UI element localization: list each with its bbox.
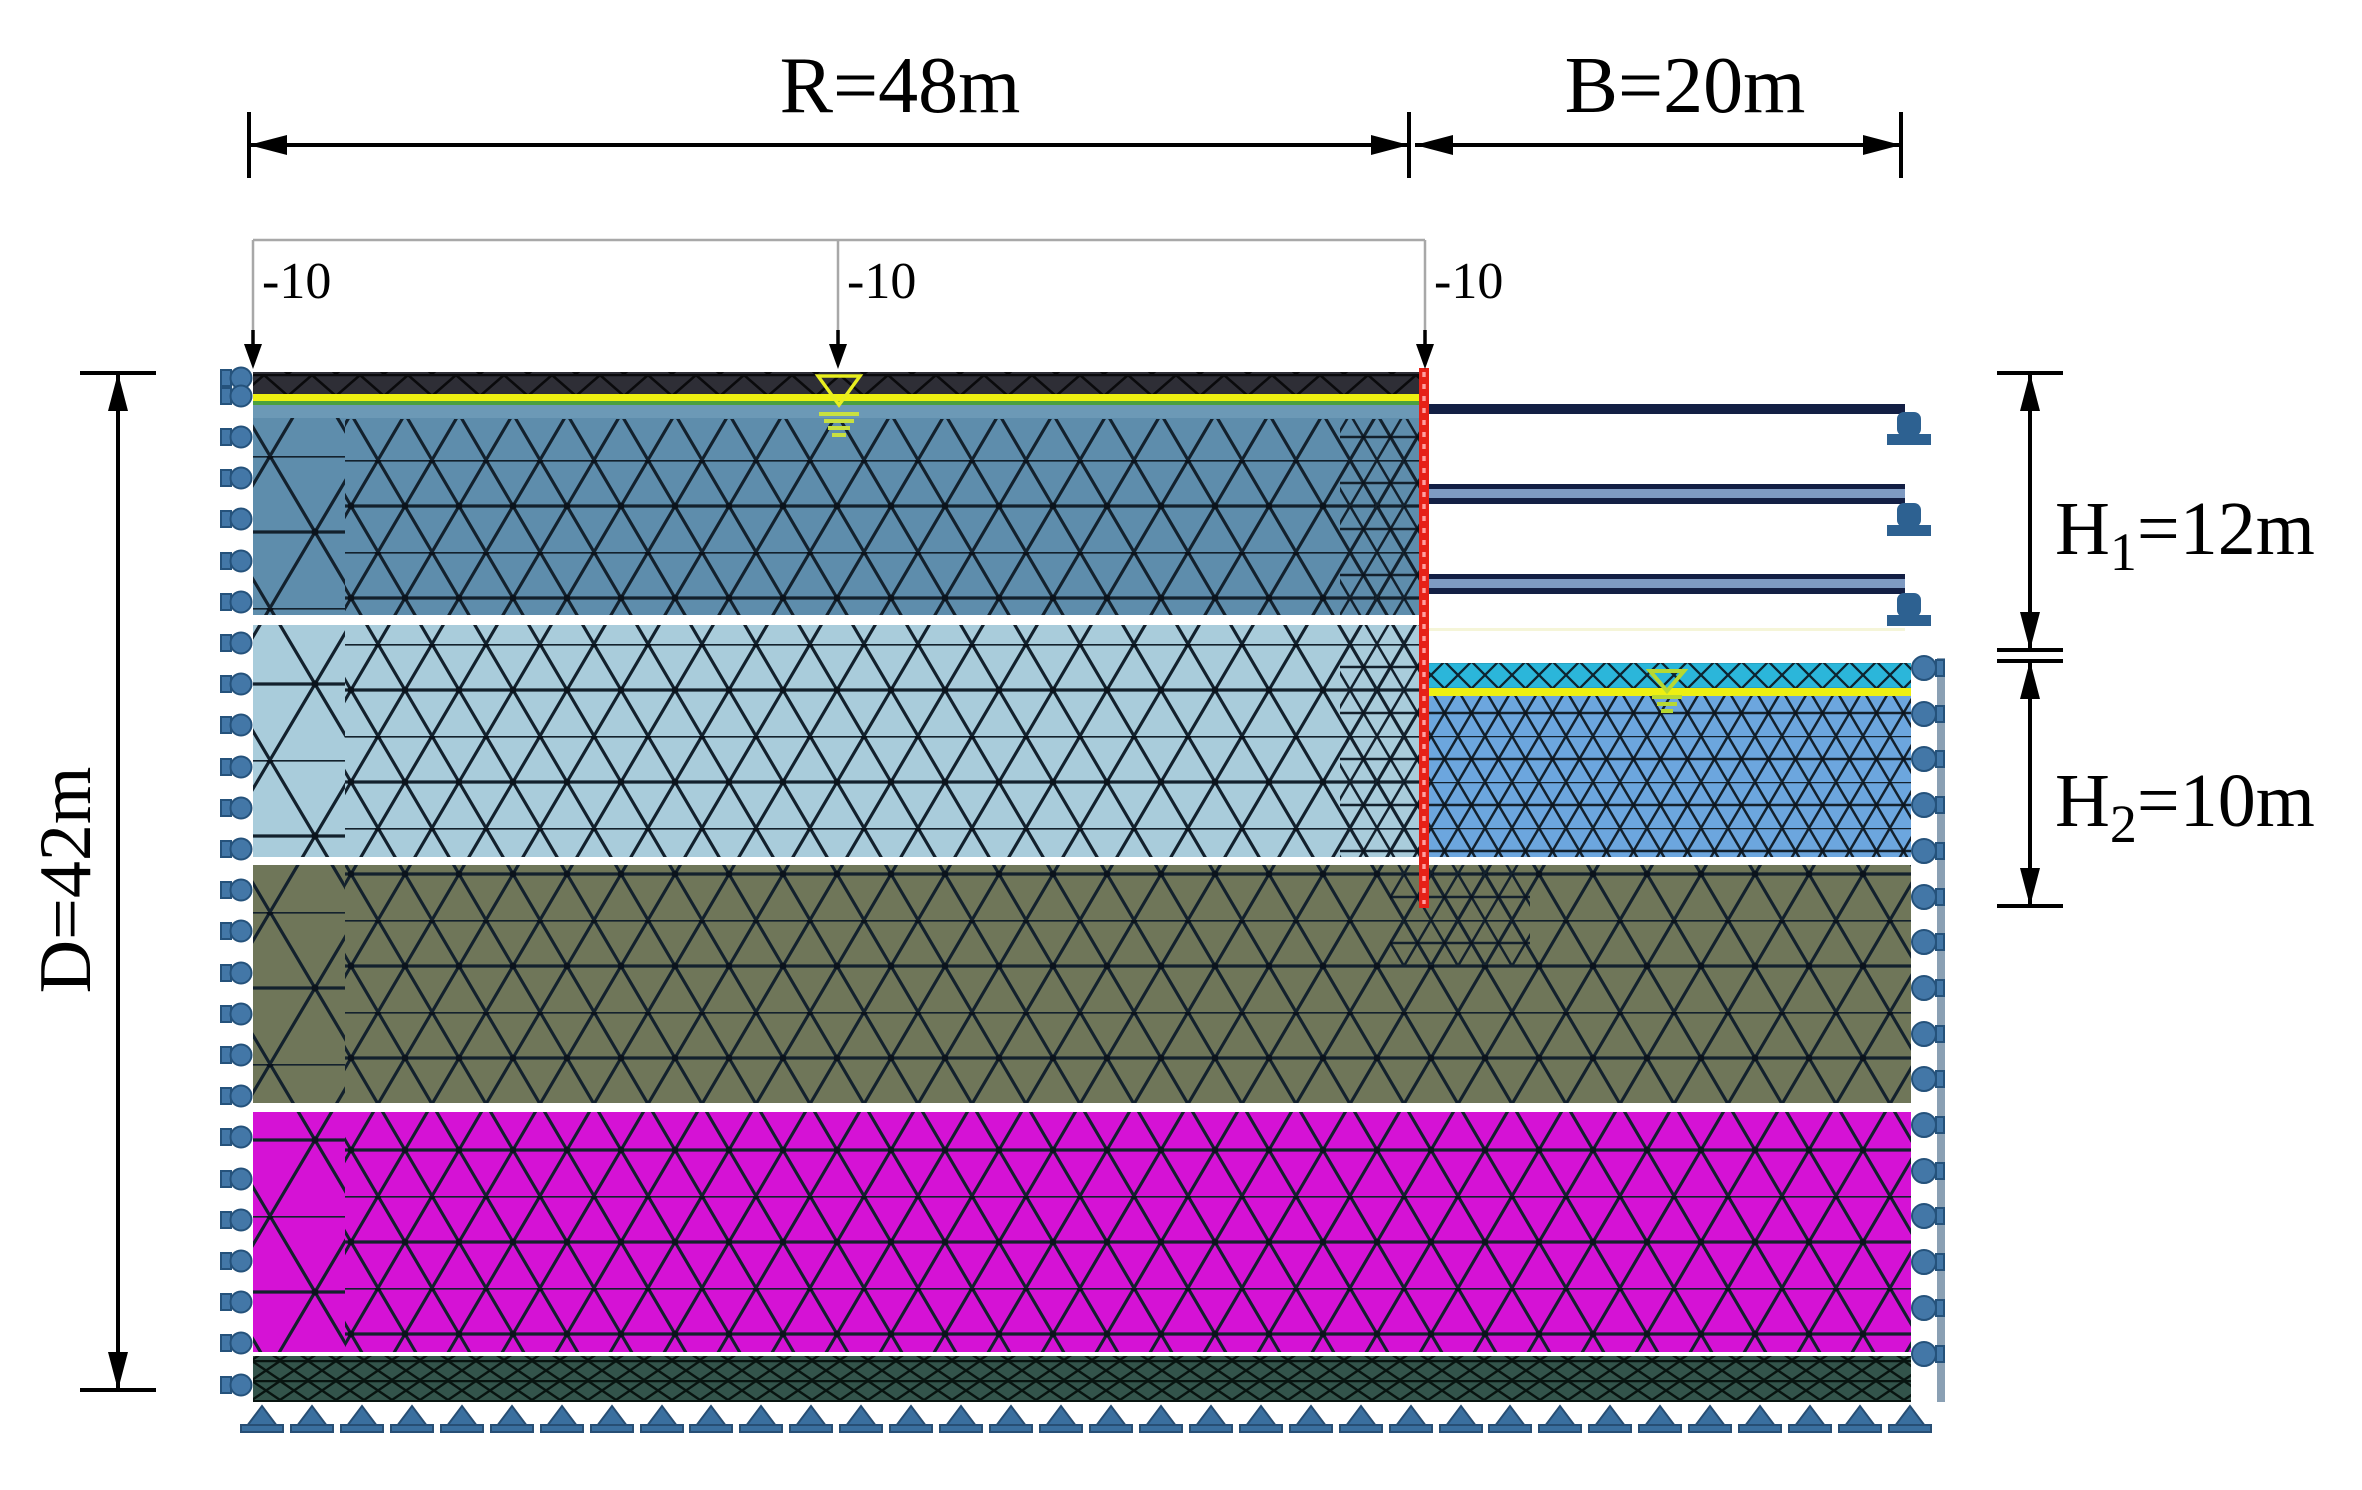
svg-text:-10: -10 — [1434, 253, 1503, 310]
svg-text:H2=10m: H2=10m — [2055, 759, 2315, 854]
svg-text:R=48m: R=48m — [780, 42, 1021, 130]
svg-text:-10: -10 — [262, 253, 331, 310]
svg-text:-10: -10 — [847, 253, 916, 310]
svg-text:H1=12m: H1=12m — [2055, 487, 2315, 582]
svg-text:B=20m: B=20m — [1565, 42, 1806, 130]
svg-text:D=42m: D=42m — [25, 767, 107, 994]
